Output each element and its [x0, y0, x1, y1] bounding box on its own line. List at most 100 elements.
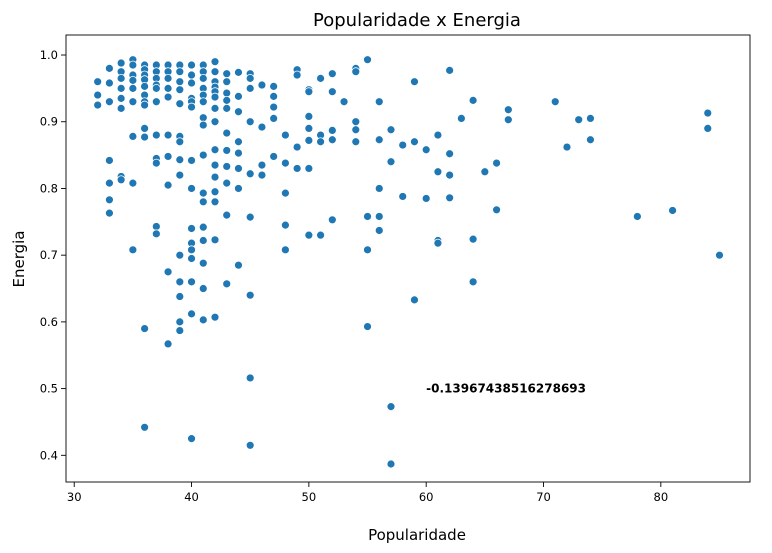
scatter-point	[210, 197, 220, 207]
scatter-point	[198, 197, 208, 207]
scatter-point	[586, 135, 595, 145]
scatter-point	[151, 97, 161, 107]
y-tick-label: 1.0	[40, 48, 58, 62]
scatter-point	[222, 279, 232, 289]
scatter-point	[222, 162, 232, 171]
points-layer	[93, 55, 724, 469]
scatter-point	[187, 254, 196, 263]
scatter-point	[386, 125, 396, 135]
scatter-point	[351, 137, 361, 147]
scatter-point	[363, 212, 372, 221]
scatter-point	[175, 77, 185, 87]
scatter-point	[245, 440, 255, 450]
scatter-point	[163, 180, 173, 190]
scatter-point	[703, 108, 713, 118]
scatter-point	[140, 124, 150, 133]
scatter-point	[163, 73, 173, 83]
scatter-point	[93, 90, 103, 100]
x-tick-label: 30	[67, 490, 82, 504]
scatter-point	[410, 295, 419, 305]
scatter-point	[445, 149, 455, 159]
scatter-point	[140, 422, 150, 432]
scatter-point	[234, 148, 243, 158]
scatter-point	[163, 83, 173, 93]
scatter-point	[210, 312, 220, 322]
scatter-point	[175, 67, 185, 77]
scatter-point	[128, 178, 138, 188]
scatter-point	[222, 77, 232, 87]
scatter-point	[550, 97, 560, 107]
scatter-point	[105, 178, 114, 188]
scatter-point	[304, 111, 314, 121]
scatter-point	[292, 142, 302, 152]
scatter-point	[374, 135, 384, 145]
scatter-point	[128, 97, 138, 107]
scatter-point	[210, 145, 220, 155]
scatter-point	[304, 124, 314, 133]
scatter-point	[198, 236, 208, 245]
scatter-point	[374, 212, 384, 221]
scatter-point	[163, 130, 173, 140]
scatter-point	[257, 80, 267, 90]
scatter-point	[116, 93, 126, 103]
scatter-point	[210, 160, 220, 170]
scatter-point	[151, 158, 161, 168]
scatter-point	[175, 277, 185, 287]
scatter-point	[480, 167, 490, 177]
scatter-point	[210, 92, 220, 102]
scatter-point	[128, 83, 138, 93]
scatter-point	[116, 83, 126, 93]
scatter-point	[105, 156, 114, 165]
scatter-point	[198, 73, 208, 83]
scatter-point	[163, 152, 173, 161]
scatter-point	[234, 184, 243, 193]
scatter-point	[210, 172, 220, 182]
scatter-point	[187, 70, 196, 80]
scatter-point	[140, 100, 150, 110]
scatter-point	[234, 91, 243, 101]
scatter-point	[468, 95, 478, 105]
scatter-point	[492, 158, 501, 168]
scatter-point	[222, 146, 232, 155]
scatter-point	[398, 192, 408, 201]
scatter-point	[386, 157, 396, 167]
scatter-point	[468, 234, 478, 244]
scatter-point	[210, 103, 220, 113]
scatter-point	[210, 67, 220, 77]
scatter-point	[128, 132, 138, 141]
chart-title: Popularidade x Energia	[313, 10, 521, 31]
scatter-point	[280, 220, 290, 230]
scatter-point	[269, 81, 279, 91]
scatter-point	[245, 117, 255, 127]
scatter-point	[304, 136, 314, 145]
scatter-point	[116, 175, 126, 185]
scatter-point	[386, 459, 396, 469]
scatter-point	[210, 187, 220, 197]
scatter-point	[175, 85, 185, 95]
y-tick-label: 0.8	[40, 181, 58, 195]
scatter-point	[198, 315, 208, 325]
plot-frame	[65, 34, 751, 483]
scatter-point	[151, 83, 161, 93]
scatter-point	[327, 126, 337, 135]
scatter-point	[386, 402, 396, 412]
scatter-point	[116, 73, 126, 83]
scatter-point	[351, 125, 361, 135]
scatter-point	[222, 128, 232, 138]
scatter-point	[234, 67, 243, 77]
scatter-point	[93, 77, 103, 87]
scatter-point	[374, 97, 384, 107]
scatter-point	[715, 250, 724, 260]
scatter-point	[245, 73, 255, 83]
scatter-point	[245, 212, 255, 222]
scatter-point	[292, 164, 302, 173]
scatter-point	[456, 113, 466, 123]
scatter-point	[105, 195, 114, 205]
scatter-point	[93, 100, 103, 110]
scatter-point	[187, 184, 196, 193]
scatter-point	[210, 235, 220, 245]
scatter-point	[222, 95, 232, 105]
scatter-point	[116, 58, 126, 68]
scatter-point	[175, 292, 185, 301]
